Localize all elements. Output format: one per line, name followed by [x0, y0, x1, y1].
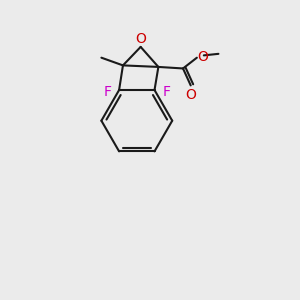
Text: O: O	[198, 50, 208, 64]
Text: F: F	[162, 85, 170, 99]
Text: F: F	[103, 85, 111, 99]
Text: O: O	[185, 88, 196, 103]
Text: O: O	[135, 32, 146, 46]
